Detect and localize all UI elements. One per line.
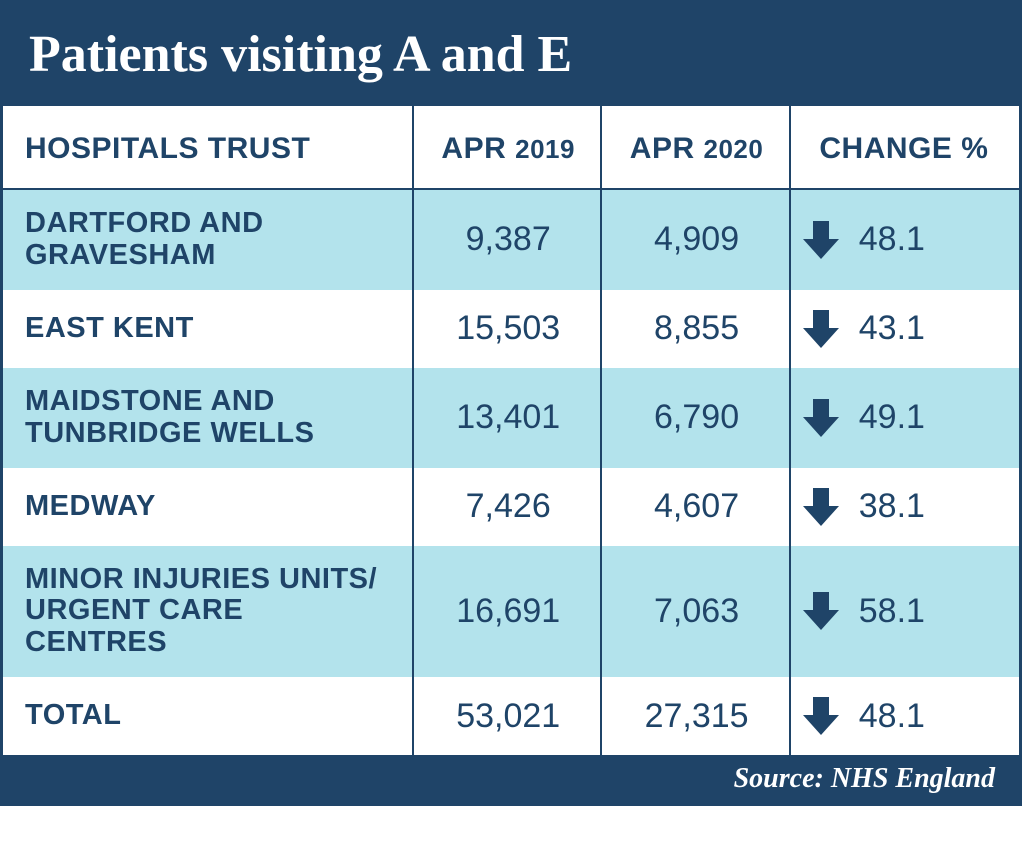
source-bar: Source: NHS England [3, 755, 1019, 803]
change-value: 48.1 [859, 220, 925, 259]
col-trust: HOSPITALS TRUST [3, 106, 413, 189]
cell-trust: EAST KENT [3, 290, 413, 368]
table-row: EAST KENT15,5038,855 43.1 [3, 290, 1019, 368]
cell-trust: MEDWAY [3, 468, 413, 546]
cell-2020: 7,063 [601, 546, 789, 678]
cell-2019: 13,401 [413, 368, 601, 468]
title: Patients visiting A and E [29, 25, 993, 84]
source-text: Source: NHS England [734, 763, 995, 794]
data-table: HOSPITALS TRUST APR 2019 APR 2020 CHANGE… [3, 106, 1019, 755]
arrow-down-icon [801, 590, 841, 632]
cell-trust: DARTFORD AND GRAVESHAM [3, 189, 413, 290]
table-card: Patients visiting A and E HOSPITALS TRUS… [0, 0, 1022, 806]
table-row: TOTAL53,02127,315 48.1 [3, 677, 1019, 755]
cell-change: 49.1 [790, 368, 1019, 468]
arrow-down-icon [801, 486, 841, 528]
col-apr-2019: APR 2019 [413, 106, 601, 189]
change-value: 38.1 [859, 487, 925, 526]
cell-2020: 4,607 [601, 468, 789, 546]
cell-change: 48.1 [790, 189, 1019, 290]
cell-change: 48.1 [790, 677, 1019, 755]
cell-2020: 6,790 [601, 368, 789, 468]
col-change: CHANGE % [790, 106, 1019, 189]
table-row: DARTFORD AND GRAVESHAM9,3874,909 48.1 [3, 189, 1019, 290]
arrow-down-icon [801, 695, 841, 737]
cell-2020: 8,855 [601, 290, 789, 368]
title-bar: Patients visiting A and E [3, 3, 1019, 106]
cell-2019: 53,021 [413, 677, 601, 755]
table-row: MINOR INJURIES UNITS/ URGENT CARE CENTRE… [3, 546, 1019, 678]
cell-2019: 15,503 [413, 290, 601, 368]
cell-change: 58.1 [790, 546, 1019, 678]
change-value: 49.1 [859, 398, 925, 437]
cell-change: 43.1 [790, 290, 1019, 368]
cell-2020: 27,315 [601, 677, 789, 755]
change-value: 43.1 [859, 309, 925, 348]
cell-2019: 9,387 [413, 189, 601, 290]
cell-2020: 4,909 [601, 189, 789, 290]
table-row: MAIDSTONE AND TUNBRIDGE WELLS13,4016,790… [3, 368, 1019, 468]
change-value: 48.1 [859, 697, 925, 736]
col-apr-2020: APR 2020 [601, 106, 789, 189]
cell-trust: MINOR INJURIES UNITS/ URGENT CARE CENTRE… [3, 546, 413, 678]
cell-2019: 7,426 [413, 468, 601, 546]
cell-trust: MAIDSTONE AND TUNBRIDGE WELLS [3, 368, 413, 468]
change-value: 58.1 [859, 592, 925, 631]
table-row: MEDWAY7,4264,607 38.1 [3, 468, 1019, 546]
cell-2019: 16,691 [413, 546, 601, 678]
arrow-down-icon [801, 397, 841, 439]
arrow-down-icon [801, 308, 841, 350]
cell-change: 38.1 [790, 468, 1019, 546]
arrow-down-icon [801, 219, 841, 261]
header-row: HOSPITALS TRUST APR 2019 APR 2020 CHANGE… [3, 106, 1019, 189]
cell-trust: TOTAL [3, 677, 413, 755]
